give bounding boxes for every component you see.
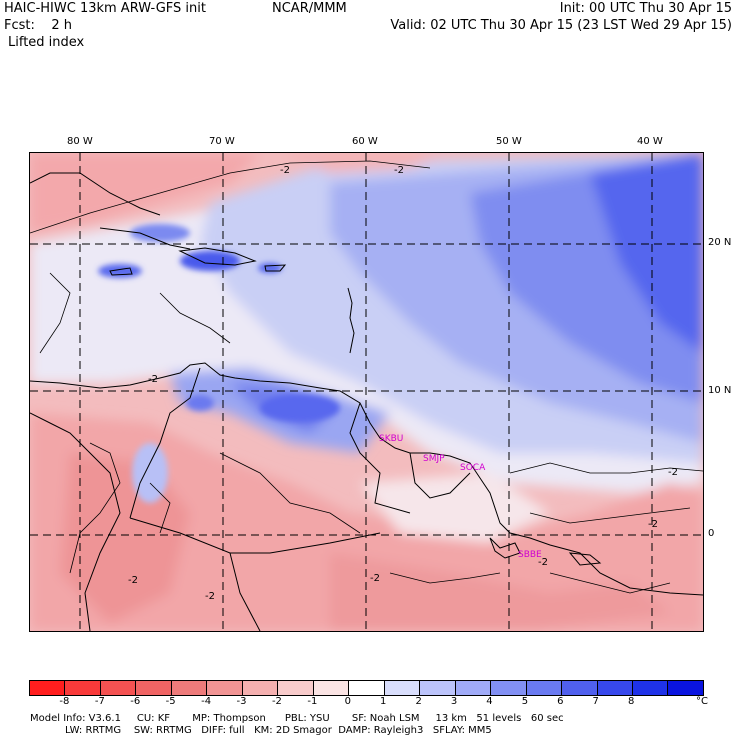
colorbar-swatch <box>597 681 633 695</box>
colorbar-tick-label: -2 <box>271 696 282 707</box>
lon-label-80w: 80 W <box>67 136 93 147</box>
contour-label: -2 <box>205 591 215 602</box>
lat-label-0: 0 <box>708 528 715 539</box>
colorbar-tick-label: -5 <box>165 696 176 707</box>
contour-label: -2 <box>538 557 548 568</box>
model-info-line2: LW: RRTMG SW: RRTMG DIFF: full KM: 2D Sm… <box>30 725 492 736</box>
colorbar-swatch <box>278 681 314 695</box>
colorbar-tick-label: 8 <box>627 696 635 707</box>
colorbar-tick-label: 2 <box>415 696 422 707</box>
colorbar-unit: °C <box>696 696 708 707</box>
model-title: HAIC-HIWC 13km ARW-GFS init <box>4 1 206 16</box>
forecast-hour: Fcst: 2 h <box>4 18 73 33</box>
colorbar-tick-label: -1 <box>307 696 318 707</box>
org-label: NCAR/MMM <box>272 1 347 16</box>
lon-label-70w: 70 W <box>209 136 235 147</box>
colorbar-swatch <box>349 681 385 695</box>
colorbar-swatch <box>100 681 137 695</box>
colorbar-tick-label: 0 <box>344 696 351 707</box>
colorbar-tick-label: 4 <box>486 696 493 707</box>
colorbar-tick-label: 7 <box>592 696 599 707</box>
colorbar-swatch <box>632 681 669 695</box>
contour-label: -2 <box>394 165 404 176</box>
colorbar-swatch <box>30 681 66 695</box>
colorbar-swatch <box>668 681 703 695</box>
valid-time: Valid: 02 UTC Thu 30 Apr 15 (23 LST Wed … <box>390 18 732 33</box>
contour-label: -2 <box>128 575 138 586</box>
colorbar-tick-label: -6 <box>130 696 141 707</box>
colorbar-swatch <box>420 681 456 695</box>
lat-label-10n: 10 N <box>708 385 732 396</box>
lon-label-50w: 50 W <box>496 136 522 147</box>
contour-lines <box>30 160 703 594</box>
station-label-layer: SKBU SMJP SOCA SBBE <box>379 434 542 560</box>
colorbar-tick-label: 5 <box>521 696 529 707</box>
colorbar-swatch <box>207 681 243 695</box>
colorbar-swatch <box>384 681 421 695</box>
contour-label: -2 <box>668 467 678 478</box>
map-graphic: -2 -2 -2 -2 -2 -2 -2 -2 -2 SKBU SMJP SOC… <box>30 153 703 631</box>
contour-label: -2 <box>370 573 380 584</box>
colorbar-swatch <box>242 681 279 695</box>
contour-label: -2 <box>280 165 290 176</box>
colorbar <box>29 680 704 696</box>
colorbar-tick-label: 1 <box>380 696 387 707</box>
colorbar-swatch <box>455 681 492 695</box>
colorbar-tick-label: -4 <box>201 696 212 707</box>
colorbar-tick-label: 6 <box>557 696 564 707</box>
colorbar-swatch <box>562 681 598 695</box>
lon-label-60w: 60 W <box>352 136 378 147</box>
lifted-index-map: -2 -2 -2 -2 -2 -2 -2 -2 -2 SKBU SMJP SOC… <box>29 152 704 632</box>
station-label-skbu: SKBU <box>379 434 403 444</box>
colorbar-swatch <box>171 681 208 695</box>
colorbar-swatch <box>313 681 350 695</box>
colorbar-tick-label: -8 <box>59 696 70 707</box>
colorbar-swatch <box>136 681 172 695</box>
contour-label: -2 <box>148 374 158 385</box>
station-label-soca: SOCA <box>460 463 486 473</box>
caribbean-cells <box>98 224 340 503</box>
colorbar-tick-label: 3 <box>450 696 458 707</box>
contour-label: -2 <box>648 519 658 530</box>
lon-label-40w: 40 W <box>637 136 663 147</box>
colorbar-tick-label: -3 <box>236 696 247 707</box>
lat-label-20n: 20 N <box>708 237 732 248</box>
colorbar-tick-label: -7 <box>94 696 105 707</box>
colorbar-swatch <box>526 681 563 695</box>
station-label-smjp: SMJP <box>423 454 445 464</box>
coastlines <box>30 172 703 631</box>
colorbar-swatch <box>65 681 101 695</box>
field-name: Lifted index <box>8 35 85 50</box>
station-label-sbbe: SBBE <box>518 550 542 560</box>
colorbar-swatch <box>491 681 527 695</box>
model-info-line1: Model Info: V3.6.1 CU: KF MP: Thompson P… <box>30 713 564 724</box>
contour-label-layer: -2 -2 -2 -2 -2 -2 -2 -2 -2 <box>128 165 678 602</box>
lat-lon-grid <box>30 153 703 631</box>
init-time: Init: 00 UTC Thu 30 Apr 15 <box>559 1 732 16</box>
